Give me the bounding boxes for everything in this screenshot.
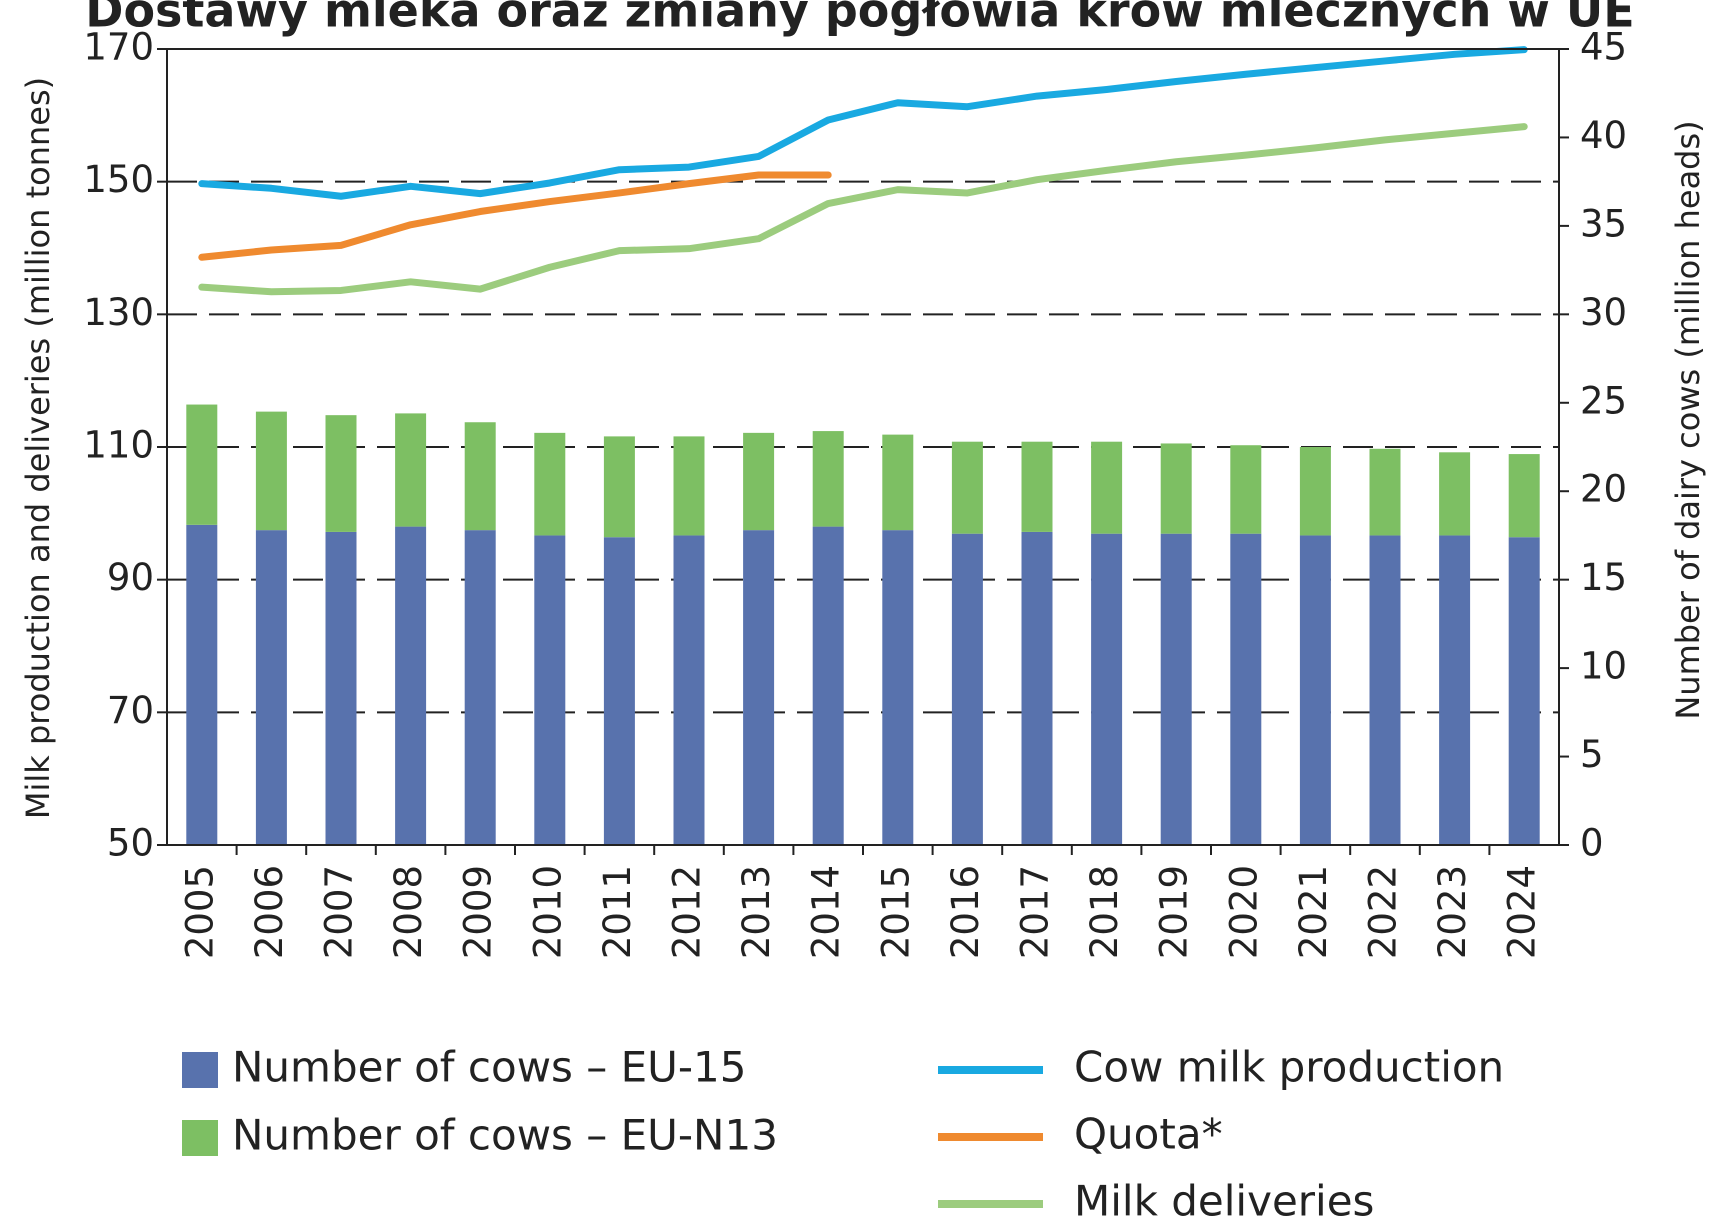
bar — [395, 526, 427, 845]
x-tick-label: 2018 — [1083, 865, 1126, 959]
y2-tick-label: 25 — [1580, 379, 1627, 422]
x-tick-label: 2011 — [596, 865, 639, 959]
bar — [1439, 535, 1471, 845]
x-tick-label: 2022 — [1362, 865, 1405, 959]
bar — [603, 436, 635, 538]
bar — [1021, 531, 1053, 845]
bar — [812, 431, 844, 527]
bar — [186, 404, 218, 525]
bar — [673, 436, 705, 536]
x-tick-label: 2013 — [735, 865, 778, 959]
y-axis-title: Milk production and deliveries (million … — [19, 77, 57, 819]
bar — [951, 533, 983, 845]
bar — [1439, 452, 1471, 536]
legend-label: Number of cows – EU-15 — [232, 1043, 747, 1092]
bar — [395, 413, 427, 527]
x-tick-label: 2017 — [1014, 865, 1057, 959]
bar — [603, 537, 635, 845]
line — [198, 123, 1528, 296]
bar — [1230, 533, 1262, 845]
y2-tick-label: 0 — [1580, 822, 1604, 865]
x-tick-label: 2005 — [178, 865, 221, 959]
y2-tick-label: 40 — [1580, 114, 1627, 157]
y-tick-label: 150 — [83, 158, 154, 201]
y-tick-label: 90 — [107, 556, 154, 599]
bar — [1091, 441, 1123, 534]
y2-tick-label: 30 — [1580, 291, 1627, 334]
x-tick-label: 2014 — [805, 865, 848, 959]
y2-tick-label: 20 — [1580, 468, 1627, 511]
bar — [951, 441, 983, 534]
bar — [534, 535, 566, 845]
bars — [186, 404, 1540, 845]
x-tick-label: 2008 — [387, 865, 430, 959]
legend-swatch — [182, 1052, 218, 1088]
bar — [882, 434, 914, 531]
bar — [1508, 454, 1540, 538]
legend-label: Number of cows – EU-N13 — [232, 1111, 778, 1160]
bar — [1299, 535, 1331, 845]
bar — [673, 535, 705, 845]
bar — [325, 415, 357, 532]
y2-tick-label: 15 — [1580, 556, 1627, 599]
y2-tick-label: 45 — [1580, 26, 1627, 69]
bar — [743, 530, 775, 845]
y2-tick-label: 5 — [1580, 733, 1604, 776]
legend-label: Cow milk production — [1074, 1043, 1504, 1092]
y-tick-label: 170 — [83, 26, 154, 69]
y-tick-label: 110 — [83, 424, 154, 467]
grid — [167, 180, 1559, 714]
y2-tick-label: 35 — [1580, 202, 1627, 245]
x-tick-label: 2016 — [944, 865, 987, 959]
bar — [464, 422, 496, 531]
bar — [1091, 533, 1123, 845]
bar — [186, 524, 218, 845]
y2-axis-title: Number of dairy cows (million heads) — [1669, 120, 1707, 719]
x-tick-label: 2012 — [666, 865, 709, 959]
bar — [464, 530, 496, 845]
axes: 50 70 90 110 130 150 170 0 5 10 15 20 25 30 35 40 45 2005… — [83, 26, 1627, 960]
bar — [1508, 537, 1540, 845]
bar — [1369, 535, 1401, 845]
legend-label: Milk deliveries — [1074, 1177, 1374, 1225]
x-tick-label: 2007 — [318, 865, 361, 959]
x-tick-label: 2020 — [1222, 865, 1265, 959]
line — [198, 171, 832, 261]
line — [198, 46, 1528, 200]
x-tick-label: 2015 — [874, 865, 917, 959]
x-tick-label: 2024 — [1501, 865, 1544, 959]
bar — [1369, 448, 1401, 536]
bar — [743, 432, 775, 531]
bar — [325, 531, 357, 845]
x-tick-label: 2019 — [1153, 865, 1196, 959]
x-tick-label: 2009 — [457, 865, 500, 959]
x-tick-label: 2023 — [1431, 865, 1474, 959]
y-tick-label: 130 — [83, 291, 154, 334]
legend-label: Quota* — [1074, 1110, 1223, 1159]
lines — [198, 46, 1528, 296]
bar — [1160, 443, 1192, 534]
y-tick-label: 50 — [107, 822, 154, 865]
x-tick-label: 2006 — [248, 865, 291, 959]
bar — [1160, 533, 1192, 845]
chart-title: Dostawy mleka oraz zmiany pogłowia krów … — [85, 0, 1634, 38]
legend: Number of cows – EU-15 Number of cows – E… — [182, 1043, 1504, 1225]
bar — [882, 530, 914, 845]
y-tick-label: 70 — [107, 689, 154, 732]
bar — [812, 526, 844, 845]
x-tick-label: 2010 — [526, 865, 569, 959]
bar — [255, 530, 287, 845]
bar — [255, 411, 287, 531]
legend-swatch — [182, 1120, 218, 1156]
bar — [1230, 445, 1262, 534]
x-tick-label: 2021 — [1292, 865, 1335, 959]
bar — [1299, 447, 1331, 536]
y2-tick-label: 10 — [1580, 645, 1627, 688]
bar — [534, 432, 566, 536]
bar — [1021, 441, 1053, 532]
